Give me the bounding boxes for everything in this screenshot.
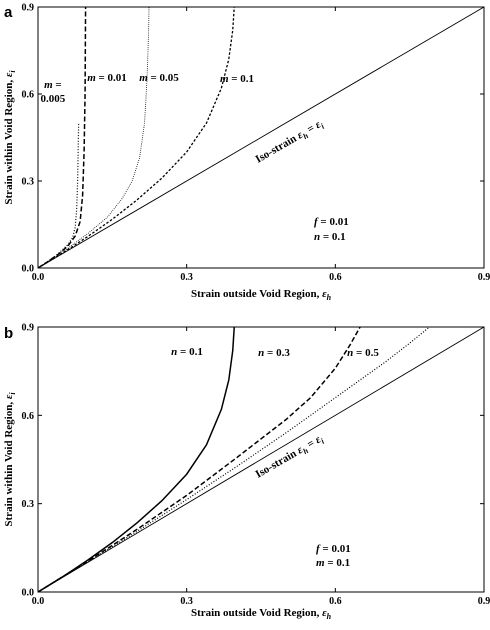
x-tick-label: 0.6: [329, 272, 342, 283]
series-line-m-0.01: [38, 7, 87, 268]
series-label: m = 0.1: [220, 73, 254, 85]
y-axis-label: Strain within Void Region, εi: [3, 70, 17, 205]
y-tick-label: 0.0: [22, 588, 35, 599]
series-label-value: 0.005: [40, 93, 65, 105]
series-label: m =: [44, 79, 62, 91]
x-tick-label: 0.0: [32, 272, 45, 283]
series-line-n-0.5: [38, 327, 430, 592]
x-tick-label: 0.3: [180, 596, 193, 607]
param-label-m: m = 0.1: [316, 557, 350, 569]
chart-panel-a: a 0.0 0.3 0.6 0.9 0.0 0.3 0.6 0.9 Strain outside …: [3, 3, 490, 303]
x-tick-label: 0.0: [32, 596, 45, 607]
series-line-m-0.005: [38, 122, 80, 268]
y-tick-label: 0.0: [22, 264, 35, 275]
plot-frame: [37, 6, 485, 269]
y-tick-label: 0.6: [22, 411, 35, 422]
param-label-n: n = 0.1: [314, 231, 346, 243]
plot-frame: [37, 326, 485, 593]
y-tick-label: 0.6: [22, 90, 35, 101]
x-tick-label: 0.3: [180, 272, 193, 283]
y-tick-label: 0.9: [22, 323, 35, 334]
x-axis-label: Strain outside Void Region, εh: [191, 288, 332, 302]
param-label-f: f = 0.01: [316, 543, 351, 555]
series-label: n = 0.3: [258, 347, 290, 359]
series-label: n = 0.1: [171, 346, 203, 358]
y-tick-label: 0.9: [22, 3, 35, 14]
panel-letter: b: [4, 325, 13, 342]
series-line-m-0.05: [38, 7, 150, 268]
x-tick-label: 0.9: [478, 596, 490, 607]
x-axis-label: Strain outside Void Region, εh: [191, 607, 332, 621]
iso-strain-label: Iso-strain εh = εi: [254, 117, 327, 167]
iso-strain-line: [38, 327, 484, 592]
panel-letter: a: [4, 4, 13, 21]
x-tick-label: 0.6: [329, 596, 342, 607]
series-line-m-0.1: [38, 7, 235, 268]
iso-strain-line: [38, 7, 484, 268]
y-tick-label: 0.3: [22, 499, 35, 510]
series-label: m = 0.05: [139, 72, 179, 84]
param-label-f: f = 0.01: [314, 216, 349, 228]
x-tick-label: 0.9: [478, 272, 490, 283]
y-tick-label: 0.3: [22, 177, 35, 188]
series-label: m = 0.01: [87, 72, 127, 84]
y-axis-label: Strain within Void Region, εi: [3, 392, 17, 527]
chart-panel-b: b 0.0 0.3 0.6 0.9 0.0 0.3 0.6 0.9 Strain outside …: [3, 323, 490, 622]
series-line-n-0.3: [38, 327, 361, 592]
series-line-n-0.1: [38, 327, 235, 592]
series-label: n = 0.5: [347, 347, 379, 359]
